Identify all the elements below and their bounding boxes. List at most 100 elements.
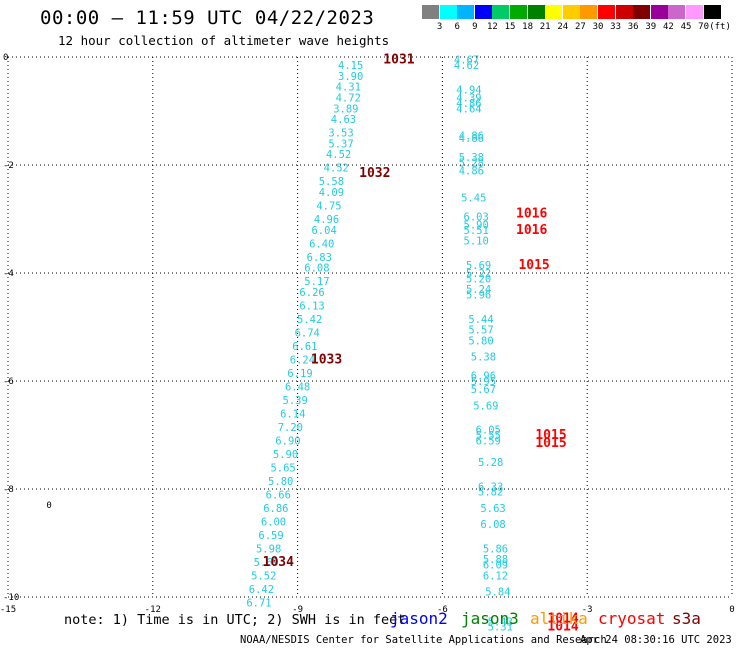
wave-height-label: 5.44 bbox=[468, 314, 493, 326]
wave-height-label: 5.42 bbox=[297, 314, 322, 326]
wave-height-label: 5.55 bbox=[476, 430, 501, 442]
wave-height-label: 6.48 bbox=[285, 381, 310, 393]
legend-swatch bbox=[598, 5, 615, 19]
wave-height-label: 4.31 bbox=[336, 82, 361, 94]
legend-label: 9 bbox=[472, 22, 478, 32]
wave-height-label: 4.52 bbox=[326, 149, 351, 161]
wave-height-label: 5.95 bbox=[471, 376, 496, 388]
wave-height-label: 3.53 bbox=[328, 128, 353, 140]
wave-height-label: 4.63 bbox=[331, 114, 356, 126]
wave-height-label: 4.86 bbox=[459, 130, 484, 142]
wave-height-label: 5.90 bbox=[464, 219, 489, 231]
wave-height-label: 5.63 bbox=[480, 503, 505, 515]
legend-label: 27 bbox=[574, 22, 586, 32]
wave-height-label: 5.82 bbox=[478, 487, 503, 499]
legend-swatch bbox=[422, 5, 439, 19]
wave-height-label: 4.96 bbox=[314, 214, 339, 226]
wave-height-label: 5.28 bbox=[478, 457, 503, 469]
x-tick-label: -15 bbox=[0, 605, 16, 615]
wave-height-label: 5.69 bbox=[254, 557, 279, 569]
pressure-label: 1015 bbox=[518, 258, 549, 273]
legend-label: 70 bbox=[698, 22, 710, 32]
legend-label: 36 bbox=[627, 22, 639, 32]
wave-height-label: 5.67 bbox=[471, 384, 496, 396]
chart-title: 00:00 – 11:59 UTC 04/22/2023 bbox=[40, 7, 375, 29]
legend-swatch bbox=[439, 5, 457, 19]
legend-swatch bbox=[474, 5, 492, 19]
pressure-label: 1014 bbox=[547, 620, 578, 635]
wave-height-label: 5.20 bbox=[466, 273, 491, 285]
wave-height-label: 6.71 bbox=[246, 597, 271, 609]
wave-height-label: 6.13 bbox=[299, 300, 324, 312]
satellite-s3a: s3a bbox=[672, 609, 701, 628]
timestamp: Apr 24 08:30:16 UTC 2023 bbox=[580, 634, 732, 646]
wave-height-label: 5.80 bbox=[468, 336, 493, 348]
wave-height-label: 4.67 bbox=[454, 55, 479, 67]
legend-label: 30 bbox=[592, 22, 604, 32]
wave-height-label: 5.80 bbox=[268, 476, 293, 488]
pressure-label: 1015 bbox=[535, 428, 566, 443]
wave-height-label: 4.72 bbox=[336, 93, 361, 105]
legend-swatch bbox=[492, 5, 510, 19]
wave-height-label: 6.59 bbox=[476, 435, 501, 447]
wave-height-label: 6.83 bbox=[307, 252, 332, 264]
wave-height-label: 4.94 bbox=[456, 84, 481, 96]
legend-label: 39 bbox=[645, 22, 657, 32]
legend-swatch bbox=[562, 5, 580, 19]
wave-height-label: 6.19 bbox=[287, 368, 312, 380]
wave-height-label: 4.62 bbox=[454, 60, 479, 72]
wave-height-label: 6.61 bbox=[292, 341, 317, 353]
legend-swatch bbox=[615, 5, 633, 19]
legend-swatch bbox=[668, 5, 686, 19]
wave-height-label: 5.69 bbox=[473, 400, 498, 412]
satellite-altika: altika bbox=[530, 609, 588, 628]
wave-height-label: 5.98 bbox=[256, 543, 281, 555]
legend-label: 21 bbox=[539, 22, 551, 32]
legend-swatch bbox=[510, 5, 527, 19]
wave-height-label: 5.22 bbox=[466, 268, 491, 280]
wave-height-label: 6.05 bbox=[476, 425, 501, 437]
wave-height-label: 5.43 bbox=[488, 616, 513, 628]
wave-height-label: 5.86 bbox=[483, 543, 508, 555]
x-tick-label: -12 bbox=[145, 605, 161, 615]
wave-height-label: 6.59 bbox=[258, 530, 283, 542]
pressure-label: 1016 bbox=[516, 223, 547, 238]
y-tick-label: -10 bbox=[3, 593, 19, 603]
wave-height-label: 5.58 bbox=[319, 176, 344, 188]
pressure-label: 1031 bbox=[383, 53, 414, 68]
wave-height-label: 4.86 bbox=[459, 165, 484, 177]
legend-swatch bbox=[703, 5, 721, 19]
pressure-label: 1016 bbox=[516, 207, 547, 222]
satellite-jason2: jason2 bbox=[390, 609, 448, 628]
legend-swatch bbox=[580, 5, 598, 19]
wave-height-label: 4.52 bbox=[324, 163, 349, 175]
legend-label: 15 bbox=[504, 22, 516, 32]
pressure-label: 1015 bbox=[535, 436, 566, 451]
wave-height-label: 6.04 bbox=[311, 225, 336, 237]
satellite-jason3: jason3 bbox=[461, 609, 519, 628]
wave-height-label: 6.00 bbox=[261, 516, 286, 528]
wave-height-label: 6.40 bbox=[309, 238, 334, 250]
x-tick-label: -6 bbox=[437, 605, 448, 615]
wave-height-label: 5.38 bbox=[459, 152, 484, 164]
y-tick-label: 0 bbox=[3, 53, 8, 63]
wave-height-label: 3.89 bbox=[333, 103, 358, 115]
y-tick-label: -4 bbox=[3, 269, 14, 279]
x-tick-label: -3 bbox=[582, 605, 593, 615]
wave-height-label: 7.20 bbox=[278, 422, 303, 434]
legend-label: 18 bbox=[522, 22, 534, 32]
legend-unit: (ft) bbox=[709, 22, 731, 32]
footnote: note: 1) Time is in UTC; 2) SWH is in fe… bbox=[64, 612, 406, 628]
legend-label: 45 bbox=[680, 22, 692, 32]
legend-swatch bbox=[457, 5, 475, 19]
wave-height-label: 4.39 bbox=[456, 93, 481, 105]
wave-height-label: 5.52 bbox=[251, 570, 276, 582]
wave-height-label: 6.74 bbox=[295, 327, 320, 339]
wave-height-label: 3.90 bbox=[338, 71, 363, 83]
wave-height-label: 5.69 bbox=[466, 260, 491, 272]
wave-height-label: 4.86 bbox=[459, 133, 484, 145]
legend-label: 24 bbox=[557, 22, 569, 32]
wave-height-label: 6.12 bbox=[483, 570, 508, 582]
wave-height-label: 5.90 bbox=[273, 449, 298, 461]
y-tick-label: -8 bbox=[3, 485, 14, 495]
